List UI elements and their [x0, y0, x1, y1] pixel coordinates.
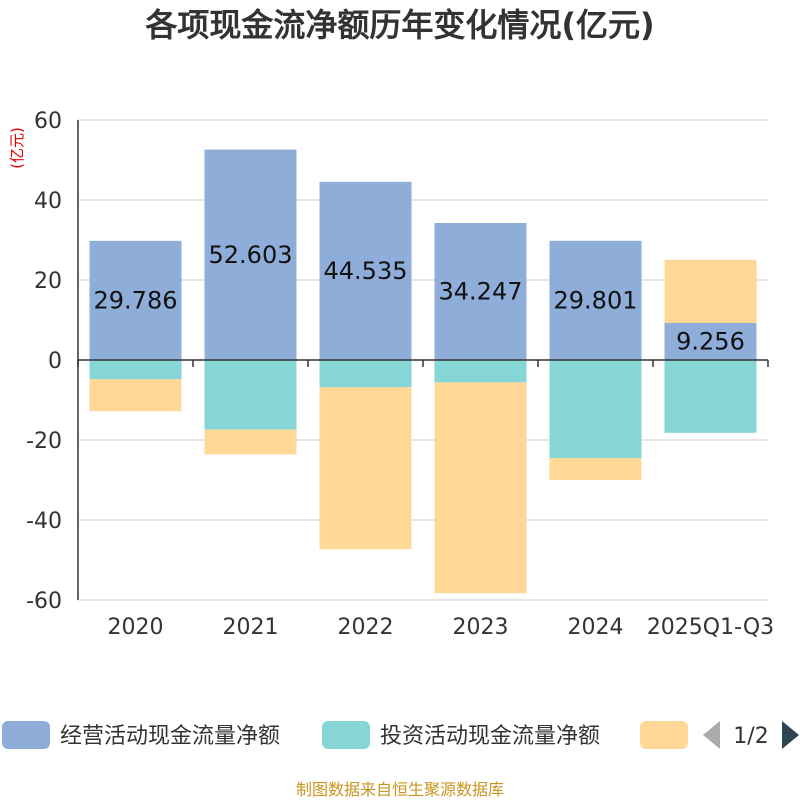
- y-tick-label: -20: [26, 429, 62, 454]
- x-tick-label: 2024: [568, 615, 624, 640]
- data-label: 52.603: [209, 241, 293, 269]
- bars: [89, 149, 757, 594]
- x-tick-label: 2022: [338, 615, 394, 640]
- legend-label[interactable]: 投资活动现金流量净额: [380, 724, 600, 749]
- bar-series2[interactable]: [319, 360, 412, 388]
- legend-swatch[interactable]: [640, 721, 688, 749]
- legend-label[interactable]: 经营活动现金流量净额: [60, 724, 280, 749]
- bar-series2[interactable]: [89, 360, 182, 380]
- bar-series3[interactable]: [89, 379, 182, 412]
- bar-series2[interactable]: [664, 360, 757, 433]
- data-label: 34.247: [439, 278, 523, 306]
- bar-series3[interactable]: [549, 458, 642, 480]
- bar-series1[interactable]: [549, 240, 642, 360]
- legend-page-indicator: 1/2: [733, 724, 768, 749]
- bar-series2[interactable]: [204, 360, 297, 430]
- data-label: 9.256: [676, 327, 745, 355]
- bar-series2[interactable]: [549, 360, 642, 458]
- y-axis-unit: (亿元): [8, 127, 26, 169]
- x-tick-label: 2021: [223, 615, 279, 640]
- y-tick-label: -60: [26, 589, 62, 614]
- bar-series3[interactable]: [664, 259, 757, 323]
- y-tick-label: 20: [34, 269, 62, 294]
- bar-series1[interactable]: [89, 240, 182, 360]
- bar-series1[interactable]: [434, 223, 527, 360]
- y-tick-label: -40: [26, 509, 62, 534]
- source-note: 制图数据来自恒生聚源数据库: [296, 780, 504, 799]
- axes: 60 40 20 0 -20 -40 -60 2020 2021 2022 2023 2024 2025…: [26, 109, 774, 640]
- chart-title: 各项现金流净额历年变化情况(亿元): [145, 6, 654, 44]
- legend-swatch[interactable]: [322, 721, 370, 749]
- legend-pager: 1/2: [703, 721, 799, 749]
- data-label: 29.786: [94, 286, 178, 314]
- next-page-icon[interactable]: [782, 721, 799, 749]
- y-tick-label: 40: [34, 189, 62, 214]
- bar-series3[interactable]: [319, 387, 412, 550]
- legend: 经营活动现金流量净额 投资活动现金流量净额: [2, 721, 688, 749]
- bar-series1[interactable]: [319, 181, 412, 360]
- bar-series1[interactable]: [204, 149, 297, 360]
- y-tick-label: 60: [34, 109, 62, 134]
- x-tick-label: 2023: [453, 615, 509, 640]
- bar-series1[interactable]: [664, 322, 757, 360]
- x-tick-label: 2025Q1-Q3: [647, 615, 774, 640]
- bar-series3[interactable]: [434, 382, 527, 594]
- x-tick-label: 2020: [108, 615, 164, 640]
- data-labels: 29.786 52.603 44.535 34.247 29.801 9.256: [94, 241, 745, 356]
- prev-page-icon[interactable]: [703, 721, 720, 749]
- y-tick-label: 0: [48, 349, 62, 374]
- data-label: 44.535: [324, 257, 408, 285]
- legend-swatch[interactable]: [2, 721, 50, 749]
- bar-series2[interactable]: [434, 360, 527, 383]
- bar-series3[interactable]: [204, 429, 297, 455]
- data-label: 29.801: [554, 286, 638, 314]
